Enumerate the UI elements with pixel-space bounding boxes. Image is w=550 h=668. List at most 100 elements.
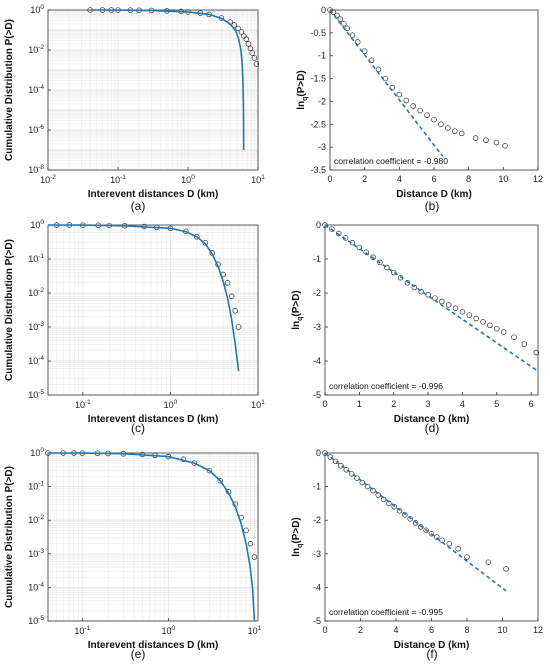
y-tick-label: -1 <box>318 51 326 61</box>
data-point <box>407 516 413 522</box>
data-point <box>485 559 492 565</box>
axes-box <box>324 224 539 396</box>
data-point <box>377 259 383 266</box>
data-point <box>445 302 452 308</box>
y-tick-label: 10-8 <box>28 164 44 175</box>
x-tick-label: 0 <box>327 174 332 184</box>
data-point <box>322 450 328 456</box>
data-point <box>343 467 350 473</box>
x-axis-label: Interevent distances D (km) <box>88 640 219 651</box>
x-tick-label: 101 <box>251 174 265 185</box>
y-tick-label: 10-5 <box>28 389 44 400</box>
y-axis-label: Cumulative Distribution P(>D) <box>4 466 15 608</box>
fit-curve <box>47 452 256 622</box>
y-axis-label: lnq(P>D) <box>296 70 309 110</box>
correlation-annotation: correlation coefficient = -0.995 <box>329 607 443 617</box>
data-point <box>500 329 507 335</box>
data-point <box>402 512 408 518</box>
data-markers <box>322 222 540 356</box>
y-tick-label: -5 <box>313 616 321 626</box>
y-tick-label: -3 <box>313 549 321 559</box>
data-point <box>349 32 356 38</box>
y-tick-label: 10-1 <box>28 481 44 492</box>
data-point <box>251 554 258 560</box>
y-tick-label: -2 <box>318 96 326 106</box>
data-point <box>439 298 445 305</box>
panel-label: (c) <box>131 421 145 435</box>
data-markers <box>45 450 258 560</box>
data-point <box>424 112 430 118</box>
data-point <box>494 325 500 332</box>
data-point <box>466 312 473 318</box>
data-point <box>363 249 369 255</box>
panel-d: 0 1 2 3 4 5 6 0 -1 -2 -3 -4 -5 Distance D (km) lnq(P>D… <box>291 220 540 435</box>
x-axis-label: Distance D (km) <box>394 414 470 425</box>
x-tick-label: 101 <box>251 399 265 410</box>
data-point <box>245 41 252 47</box>
grid <box>47 10 258 171</box>
y-tick-label: -2.5 <box>310 119 326 129</box>
data-point <box>459 308 466 315</box>
grid <box>47 453 258 622</box>
data-point <box>511 334 517 340</box>
x-tick-label: 8 <box>466 174 471 184</box>
x-tick-label: 2 <box>391 399 396 409</box>
x-axis-label: Interevent distances D (km) <box>88 414 219 425</box>
data-point <box>403 97 410 104</box>
y-tick-label: 0 <box>316 220 321 230</box>
x-tick-label: 1 <box>357 399 362 409</box>
x-tick-label: 10 <box>497 625 507 635</box>
dashed-fit-line <box>324 224 539 372</box>
x-tick-label: 100 <box>164 399 178 410</box>
panel-e: 10-1 100 101 10-5 10-4 10-3 10-2 10-1 100 Interev… <box>4 447 262 661</box>
data-point <box>417 107 423 114</box>
y-tick-label: -4 <box>313 582 321 592</box>
x-tick-label: 6 <box>429 625 434 635</box>
x-tick-label: 10-1 <box>74 625 90 636</box>
x-tick-label: 12 <box>533 625 543 635</box>
data-point <box>322 222 328 228</box>
data-point <box>391 504 397 510</box>
data-point <box>348 471 355 477</box>
data-point <box>493 139 500 146</box>
data-point <box>502 143 508 149</box>
data-point <box>418 288 424 295</box>
correlation-annotation: correlation coefficient = -0.980 <box>334 156 448 166</box>
y-tick-label: 100 <box>30 447 44 458</box>
data-point <box>247 540 254 547</box>
data-point <box>412 520 419 526</box>
y-tick-label: 10-1 <box>28 253 44 264</box>
data-point <box>361 48 368 54</box>
data-point <box>431 116 437 123</box>
y-tick-label: 10-3 <box>28 321 44 332</box>
data-point <box>247 45 254 52</box>
data-point <box>390 269 397 276</box>
data-point <box>356 244 363 251</box>
data-point <box>332 458 339 465</box>
x-tick-label: 6 <box>529 399 534 409</box>
data-point <box>455 546 461 552</box>
y-tick-label: 10-4 <box>28 355 44 366</box>
data-point <box>384 264 390 271</box>
data-markers <box>87 7 260 67</box>
x-tick-label: 10-2 <box>40 174 56 185</box>
x-tick-label: 3 <box>426 399 431 409</box>
y-tick-label: -3 <box>318 142 326 152</box>
panel-a: 10-2 10-1 100 101 10-8 10-6 10-4 10-2 100 Interev… <box>4 4 265 213</box>
data-point <box>327 454 334 460</box>
data-point <box>243 527 249 534</box>
data-point <box>235 25 241 32</box>
data-point <box>224 280 231 286</box>
data-point <box>396 508 403 514</box>
y-tick-label: 10-3 <box>28 548 44 559</box>
data-point <box>249 50 256 56</box>
panel-f: 0 2 4 6 8 10 12 0 -1 -2 -3 -4 -5 Distance D (km) lnq(P… <box>291 448 543 661</box>
panel-label: (e) <box>131 647 146 661</box>
y-tick-label: -1 <box>313 254 321 264</box>
panel-c: 10-1 100 101 10-5 10-4 10-3 10-2 10-1 100 Interev… <box>4 219 265 435</box>
data-point <box>428 530 435 537</box>
data-point <box>206 467 213 474</box>
data-point <box>410 103 416 109</box>
panel-label: (f) <box>426 647 437 661</box>
y-tick-label: 10-2 <box>28 44 44 55</box>
